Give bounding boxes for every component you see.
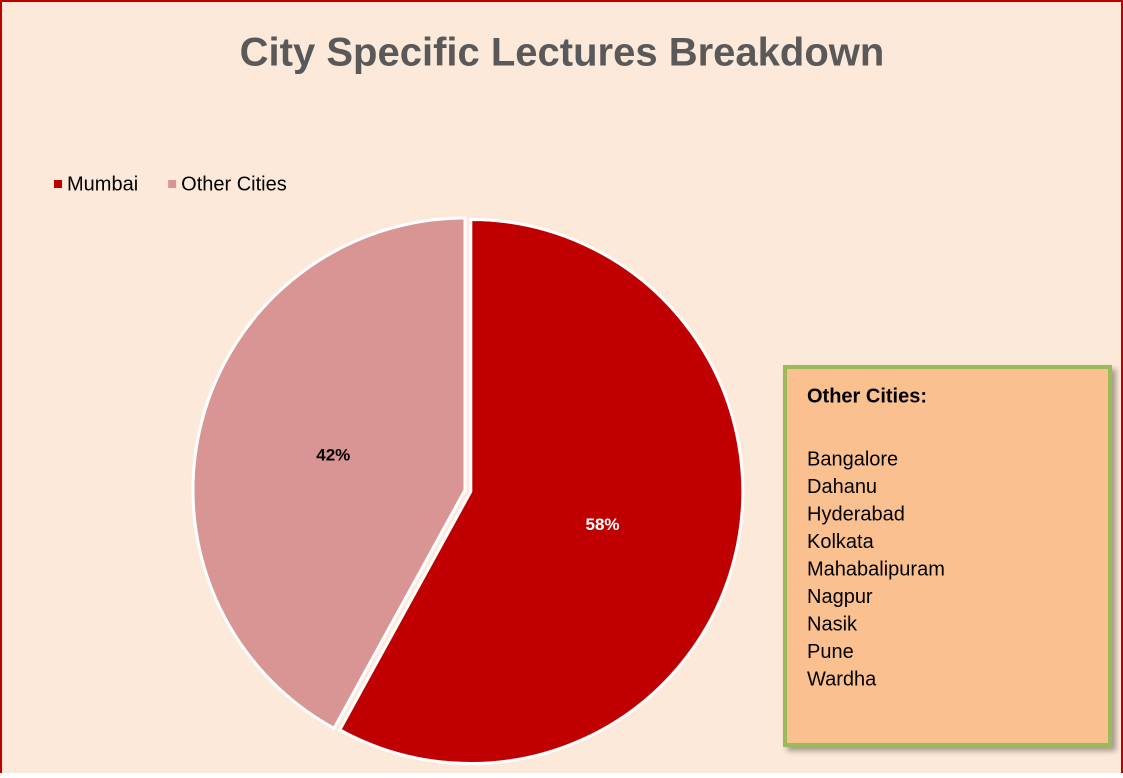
annotation-title: Other Cities: (807, 385, 927, 407)
legend-swatch (54, 180, 62, 188)
annotation-item: Pune (807, 641, 854, 663)
annotation-box (783, 365, 1112, 747)
annotation-item: Nagpur (807, 586, 873, 608)
legend-label: Mumbai (67, 173, 138, 195)
annotation-item: Hyderabad (807, 503, 905, 525)
chart-title: City Specific Lectures Breakdown (240, 31, 885, 75)
legend-label: Other Cities (181, 173, 287, 195)
legend-swatch (168, 180, 177, 188)
annotation-item: Nasik (807, 613, 858, 635)
annotation-item: Wardha (807, 668, 877, 690)
annotation-item: Mahabalipuram (807, 558, 945, 580)
annotation-item: Dahanu (807, 476, 877, 498)
data-label: 58% (586, 515, 620, 534)
pie-slice (191, 216, 467, 731)
data-label: 42% (316, 446, 350, 465)
annotation-item: Bangalore (807, 448, 898, 470)
annotation-item: Kolkata (807, 531, 875, 553)
pie-slice (337, 217, 745, 765)
